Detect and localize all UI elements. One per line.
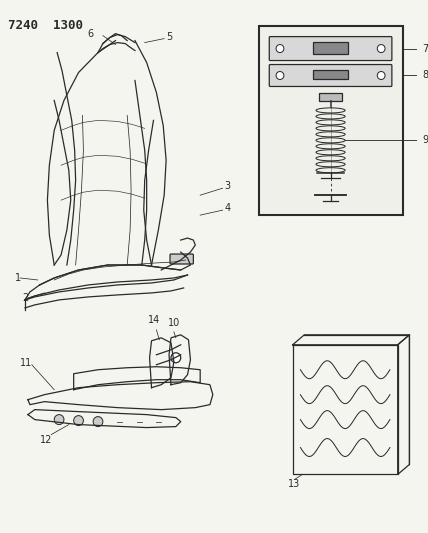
Circle shape [171,353,181,363]
Circle shape [93,417,103,426]
Text: 11: 11 [20,358,33,368]
Text: 5: 5 [166,31,172,42]
Text: 13: 13 [288,480,300,489]
Bar [313,69,348,79]
Text: 7: 7 [422,44,428,54]
FancyBboxPatch shape [269,37,392,61]
Circle shape [276,71,284,79]
Circle shape [377,71,385,79]
Bar [319,93,342,101]
Bar [313,42,348,53]
Text: 10: 10 [168,318,180,328]
Text: 2: 2 [22,293,28,303]
Text: 7240  1300: 7240 1300 [9,19,83,31]
FancyBboxPatch shape [269,64,392,86]
Circle shape [54,415,64,425]
Circle shape [377,45,385,53]
Text: 14: 14 [149,315,160,325]
Text: 3: 3 [225,181,231,191]
Text: 4: 4 [225,203,231,213]
FancyBboxPatch shape [170,254,193,264]
Text: 12: 12 [40,434,52,445]
Bar [259,26,403,215]
Text: 9: 9 [422,135,428,146]
Text: 6: 6 [87,29,93,38]
Circle shape [276,45,284,53]
Text: 8: 8 [422,70,428,80]
Text: 1: 1 [15,273,21,283]
Circle shape [74,416,83,425]
